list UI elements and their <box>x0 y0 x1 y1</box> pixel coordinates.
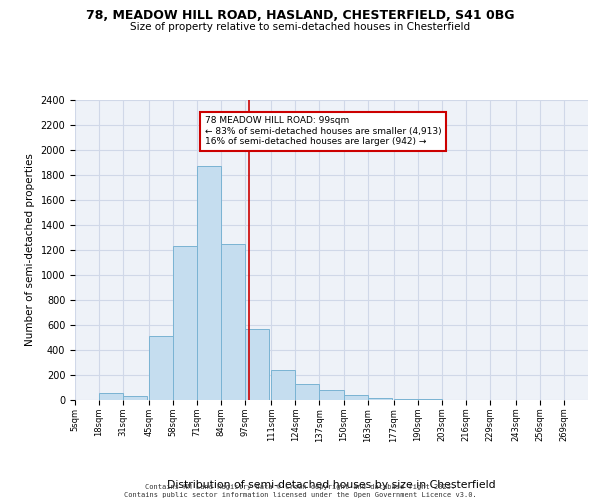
Bar <box>173 246 197 400</box>
Bar <box>271 370 295 400</box>
Bar <box>197 166 221 400</box>
Bar <box>221 244 245 400</box>
X-axis label: Distribution of semi-detached houses by size in Chesterfield: Distribution of semi-detached houses by … <box>167 480 496 490</box>
Text: 78, MEADOW HILL ROAD, HASLAND, CHESTERFIELD, S41 0BG: 78, MEADOW HILL ROAD, HASLAND, CHESTERFI… <box>86 9 514 22</box>
Text: Contains HM Land Registry data © Crown copyright and database right 2025.
Contai: Contains HM Land Registry data © Crown c… <box>124 484 476 498</box>
Text: Size of property relative to semi-detached houses in Chesterfield: Size of property relative to semi-detach… <box>130 22 470 32</box>
Bar <box>245 329 269 400</box>
Bar <box>123 396 147 400</box>
Bar <box>295 384 319 400</box>
Bar <box>394 399 418 400</box>
Text: 78 MEADOW HILL ROAD: 99sqm
← 83% of semi-detached houses are smaller (4,913)
16%: 78 MEADOW HILL ROAD: 99sqm ← 83% of semi… <box>205 116 441 146</box>
Bar <box>344 395 368 400</box>
Bar <box>319 390 344 400</box>
Bar <box>149 336 173 400</box>
Y-axis label: Number of semi-detached properties: Number of semi-detached properties <box>25 154 35 346</box>
Bar <box>368 398 392 400</box>
Bar <box>99 392 123 400</box>
